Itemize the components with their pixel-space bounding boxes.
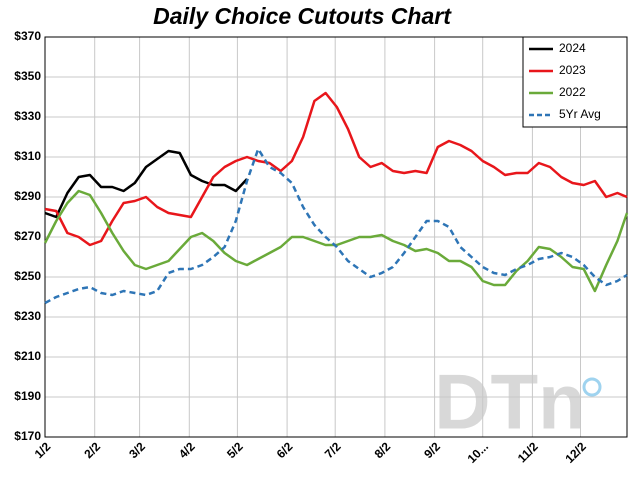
legend-label: 5Yr Avg	[559, 107, 601, 121]
legend-box	[522, 36, 628, 128]
y-tick-label: $370	[14, 29, 41, 43]
legend-label: 2023	[559, 63, 586, 77]
y-tick-label: $170	[14, 429, 41, 443]
y-tick-label: $310	[14, 149, 41, 163]
series-line	[44, 91, 628, 247]
y-tick-label: $230	[14, 309, 41, 323]
series-line	[44, 147, 628, 305]
y-tick-label: $290	[14, 189, 41, 203]
legend-label: 2024	[559, 41, 586, 55]
chart-title: Daily Choice Cutouts Chart	[153, 3, 452, 29]
y-tick-label: $210	[14, 349, 41, 363]
watermark: DTn	[434, 358, 586, 446]
series-line	[44, 149, 248, 219]
y-tick-label: $350	[14, 69, 41, 83]
y-tick-label: $270	[14, 229, 41, 243]
plot-border	[44, 36, 628, 438]
y-tick-label: $250	[14, 269, 41, 283]
legend-label: 2022	[559, 85, 586, 99]
series-line	[43, 189, 629, 293]
y-tick-label: $190	[14, 389, 41, 403]
watermark-dot	[582, 377, 602, 397]
y-tick-label: $330	[14, 109, 41, 123]
